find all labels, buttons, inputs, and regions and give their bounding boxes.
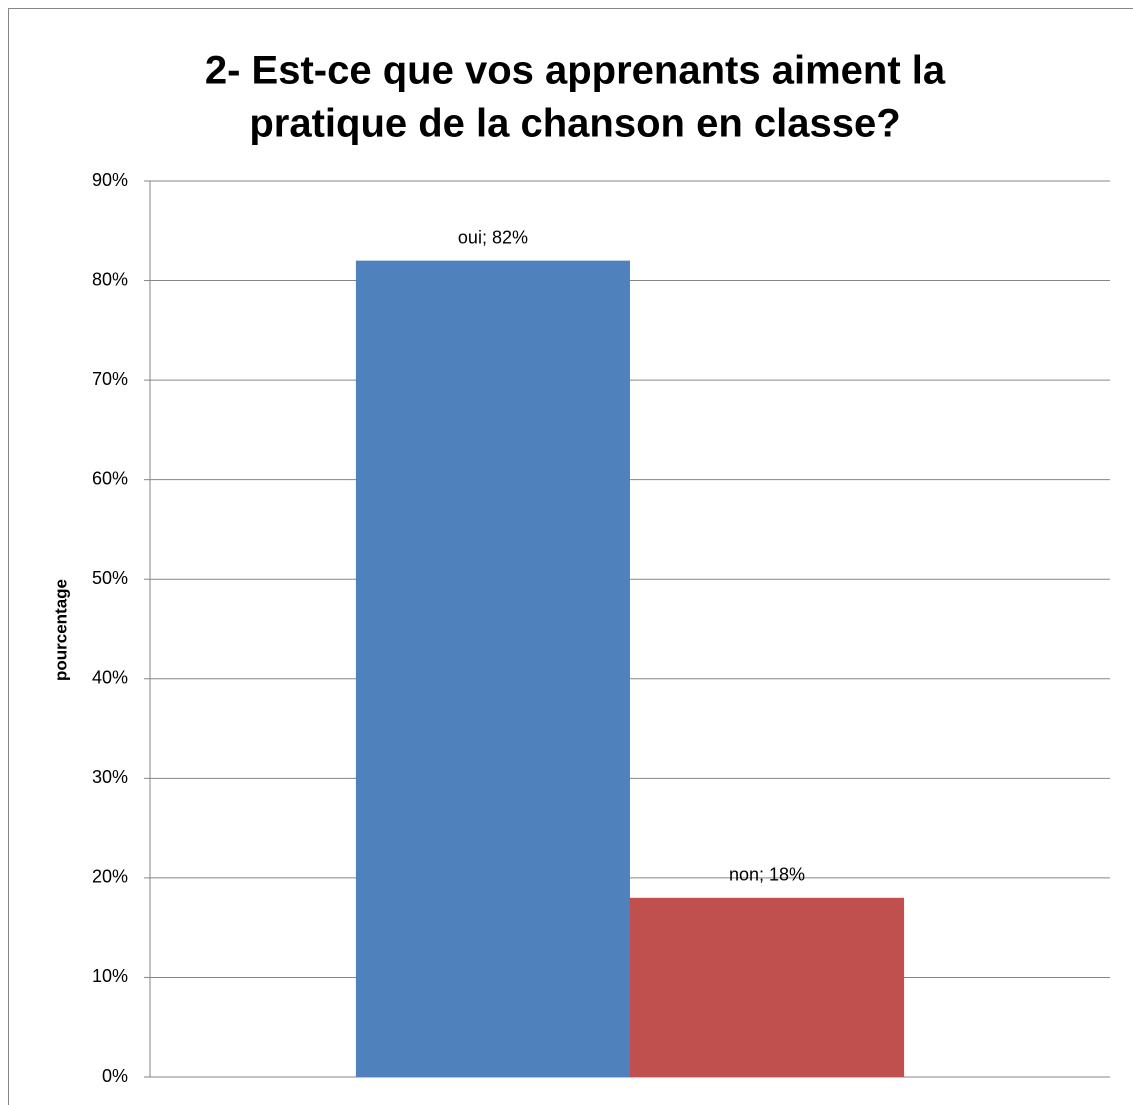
data-label: oui; 82%: [458, 227, 528, 247]
y-tick-label: 40%: [92, 668, 128, 688]
chart-title: 2- Est-ce que vos apprenants aiment la: [205, 49, 946, 93]
y-axis-title: pourcentage: [51, 579, 70, 681]
y-tick-label: 0%: [102, 1066, 128, 1086]
y-tick-label: 20%: [92, 867, 128, 887]
y-tick-label: 70%: [92, 369, 128, 389]
bar: [355, 260, 630, 1078]
y-tick-label: 90%: [92, 170, 128, 190]
y-tick-label: 10%: [92, 966, 128, 986]
data-label: non; 18%: [729, 865, 805, 885]
y-tick-label: 50%: [92, 568, 128, 588]
bar: [630, 897, 905, 1077]
y-tick-label: 60%: [92, 468, 128, 488]
y-tick-label: 80%: [92, 269, 128, 289]
y-tick-label: 30%: [92, 767, 128, 787]
chart-title: pratique de la chanson en classe?: [249, 102, 900, 146]
